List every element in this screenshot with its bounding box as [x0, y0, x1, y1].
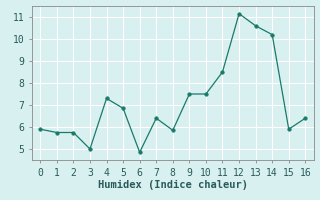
X-axis label: Humidex (Indice chaleur): Humidex (Indice chaleur) — [98, 180, 248, 190]
